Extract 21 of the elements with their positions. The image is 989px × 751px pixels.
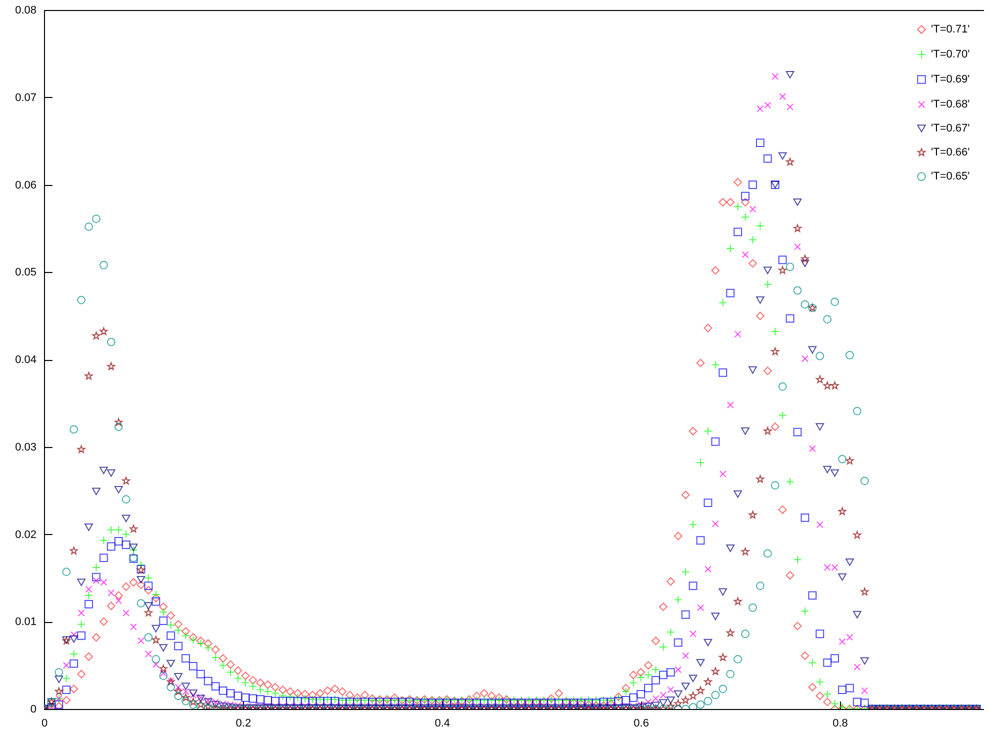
legend-label: 'T=0.68' — [931, 98, 970, 110]
x-tick-label: 0.6 — [634, 718, 649, 730]
y-tick-label: 0.07 — [15, 92, 36, 104]
legend-label: 'T=0.71' — [931, 24, 970, 36]
y-tick-label: 0.01 — [15, 616, 36, 628]
y-tick-label: 0.06 — [15, 179, 36, 192]
y-tick-label: 0.05 — [15, 266, 36, 279]
x-tick-label: 0.4 — [434, 718, 450, 730]
y-tick-label: 0.08 — [15, 4, 36, 16]
y-tick-label: 0.03 — [15, 441, 36, 454]
x-tick-label: 0.8 — [832, 718, 848, 730]
x-tick-label: 0 — [41, 718, 48, 730]
y-tick-label: 0 — [30, 704, 36, 716]
legend-label: 'T=0.69' — [931, 74, 970, 86]
legend-label: 'T=0.70' — [931, 48, 970, 60]
legend-label: 'T=0.65' — [931, 170, 970, 182]
y-tick-label: 0.04 — [15, 354, 36, 366]
y-tick-label: 0.02 — [15, 528, 36, 541]
x-tick-label: 0.2 — [236, 718, 252, 730]
legend-label: 'T=0.66' — [931, 146, 970, 158]
legend-label: 'T=0.67' — [931, 122, 970, 134]
